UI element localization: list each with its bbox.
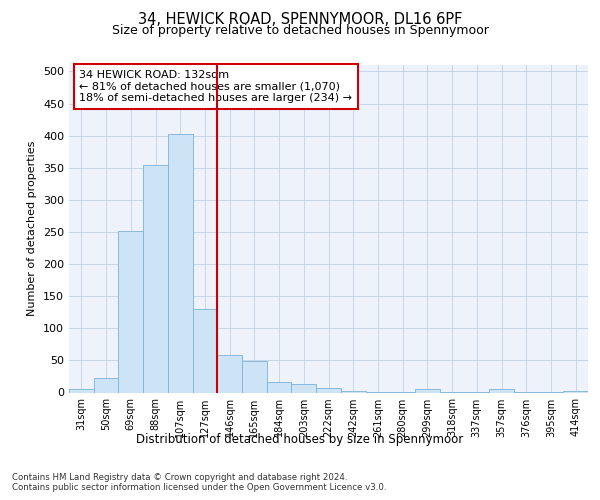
Text: Distribution of detached houses by size in Spennymoor: Distribution of detached houses by size …	[136, 432, 464, 446]
Bar	[242, 361, 267, 392]
Bar	[193, 309, 217, 392]
Bar	[143, 165, 168, 392]
Bar	[292, 384, 316, 392]
Bar	[563, 391, 588, 392]
Y-axis label: Number of detached properties: Number of detached properties	[28, 141, 37, 316]
Bar	[267, 382, 292, 392]
Text: 34 HEWICK ROAD: 132sqm
← 81% of detached houses are smaller (1,070)
18% of semi-: 34 HEWICK ROAD: 132sqm ← 81% of detached…	[79, 70, 352, 103]
Bar	[316, 388, 341, 392]
Text: Contains HM Land Registry data © Crown copyright and database right 2024.: Contains HM Land Registry data © Crown c…	[12, 472, 347, 482]
Bar	[69, 390, 94, 392]
Text: Size of property relative to detached houses in Spennymoor: Size of property relative to detached ho…	[112, 24, 488, 37]
Bar	[415, 388, 440, 392]
Bar	[118, 232, 143, 392]
Bar	[217, 356, 242, 393]
Text: Contains public sector information licensed under the Open Government Licence v3: Contains public sector information licen…	[12, 484, 386, 492]
Bar	[94, 378, 118, 392]
Bar	[489, 390, 514, 392]
Bar	[168, 134, 193, 392]
Text: 34, HEWICK ROAD, SPENNYMOOR, DL16 6PF: 34, HEWICK ROAD, SPENNYMOOR, DL16 6PF	[138, 12, 462, 28]
Bar	[341, 391, 365, 392]
